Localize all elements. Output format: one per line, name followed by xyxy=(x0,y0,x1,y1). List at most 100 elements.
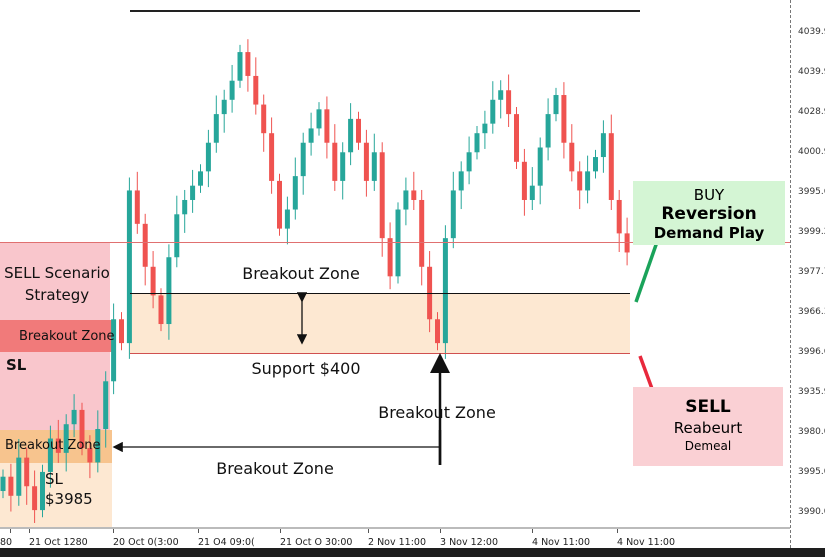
breakout-zone-label: Breakout Zone xyxy=(5,438,101,453)
candle xyxy=(458,161,464,210)
candle xyxy=(269,117,275,194)
reversion-label: Reversion xyxy=(661,204,757,224)
candle xyxy=(308,112,314,156)
candle-body xyxy=(8,476,14,496)
x-tick-label: 21 Oct O 30:00 xyxy=(280,537,353,548)
candle xyxy=(387,222,393,290)
annotation-arrows xyxy=(112,215,670,465)
price-axis[interactable]: 4039.9 4039.9 4028.9 4000.9 3995.6 3999.2 3977… xyxy=(790,0,825,548)
candle-body xyxy=(95,428,101,463)
candle-body xyxy=(593,157,598,172)
x-tick xyxy=(10,529,11,533)
candle xyxy=(561,82,567,159)
candle-body xyxy=(521,161,527,200)
x-tick-label: 21 Oct 1280 xyxy=(29,537,88,548)
candle-body xyxy=(205,142,211,172)
breakout-zone-box xyxy=(130,293,630,353)
y-tick-label: 3977.7 xyxy=(798,267,825,277)
candle xyxy=(585,155,591,204)
candle-body xyxy=(150,266,156,296)
breakout-zone-label: Breakout Zone xyxy=(19,329,115,344)
candle xyxy=(40,464,45,518)
y-tick-label: 3966.3 xyxy=(798,307,825,317)
candle xyxy=(600,120,606,173)
candle-body xyxy=(442,238,448,344)
candle-body xyxy=(55,438,61,453)
candle-body xyxy=(24,457,30,487)
candle-body xyxy=(411,190,417,200)
candle-body xyxy=(277,180,282,229)
candle xyxy=(363,129,369,197)
strategy-label: Strategy xyxy=(24,286,90,304)
candle xyxy=(545,98,551,161)
candle xyxy=(213,95,219,153)
candle xyxy=(174,195,180,268)
candle-body xyxy=(269,133,275,181)
candle xyxy=(229,64,235,113)
time-axis[interactable]: 80 21 Oct 1280 20 Oct 0(3:00 21 O4 09:0(21 … xyxy=(0,527,790,548)
candle xyxy=(24,447,30,505)
candle xyxy=(514,106,519,169)
candle xyxy=(292,157,298,220)
candle-body xyxy=(134,190,140,224)
candle xyxy=(593,149,598,179)
chart-plot-area[interactable]: SELL Scenario Strategy Breakout Zone SL … xyxy=(0,0,790,527)
candle xyxy=(166,244,172,340)
candle xyxy=(111,303,117,395)
candle xyxy=(474,126,480,160)
candle-body xyxy=(356,118,361,143)
candle xyxy=(577,161,583,210)
candle xyxy=(237,44,243,88)
resistance-line xyxy=(130,293,630,294)
candle xyxy=(348,103,354,166)
candle xyxy=(8,463,14,512)
candle-body xyxy=(308,128,314,143)
candle xyxy=(32,470,38,523)
candle-body xyxy=(111,319,117,382)
candle-body xyxy=(545,114,551,148)
candle-body xyxy=(16,457,22,496)
candle-body xyxy=(71,409,77,425)
candle xyxy=(158,288,164,332)
candle-body xyxy=(569,142,575,172)
candle-body xyxy=(142,223,148,267)
buy-reversion-box: BUY Reversion Demand Play xyxy=(633,181,785,245)
x-tick xyxy=(617,529,618,533)
candle-body xyxy=(600,133,606,158)
candle-body xyxy=(387,238,393,277)
x-tick xyxy=(113,529,114,533)
candle-body xyxy=(253,75,259,105)
candle-body xyxy=(537,147,543,186)
x-tick xyxy=(368,529,369,533)
candle-body xyxy=(482,123,488,134)
candle xyxy=(553,87,559,122)
candle xyxy=(466,136,472,185)
candle xyxy=(142,213,148,286)
candle-body xyxy=(79,409,85,449)
candle-body xyxy=(87,448,93,463)
candle xyxy=(277,173,282,236)
x-tick-label: 3 Nov 12:00 xyxy=(440,537,499,548)
demand-play-label: Demand Play xyxy=(653,224,765,242)
sl-label: SL xyxy=(45,470,63,488)
candle-body xyxy=(403,190,409,210)
y-tick-label: 3995.0 xyxy=(798,467,825,477)
y-tick-label: 3996.6 xyxy=(798,347,825,357)
y-tick-label: 4000.9 xyxy=(798,147,825,157)
candle xyxy=(529,167,535,211)
candle xyxy=(435,312,440,351)
candle xyxy=(569,124,575,182)
x-tick-label: 21 O4 09:0( xyxy=(198,537,255,548)
candle xyxy=(537,137,543,205)
candle-body xyxy=(229,80,235,100)
candle-body xyxy=(458,171,464,191)
reabeurt-label: Reabeurt xyxy=(673,419,743,437)
candle-body xyxy=(174,214,180,258)
candle xyxy=(411,171,417,211)
candle-body xyxy=(363,142,369,181)
candle xyxy=(340,142,346,200)
candle-body xyxy=(182,199,188,215)
candle-body xyxy=(0,476,6,492)
candle xyxy=(490,81,496,134)
candle xyxy=(498,80,504,119)
